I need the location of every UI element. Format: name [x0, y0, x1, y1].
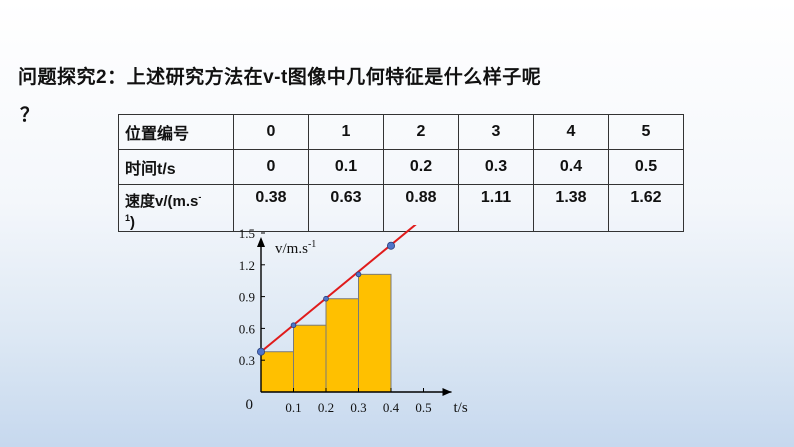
- table-cell: 0.4: [533, 149, 609, 185]
- y-tick-label: 0.3: [239, 353, 255, 368]
- table-cell: 1.11: [458, 184, 534, 232]
- data-point: [355, 271, 362, 278]
- y-axis-label-sup: -1: [308, 239, 316, 250]
- x-tick-label: 0.4: [383, 400, 400, 415]
- x-axis-arrow: [442, 388, 452, 396]
- y-axis-arrow: [257, 237, 265, 247]
- speed-header-main: 速度v/(m.s: [125, 193, 199, 210]
- speed-header-sup: -: [198, 192, 202, 202]
- table-cell: 0.1: [308, 149, 384, 185]
- time-header: 时间t/s: [118, 149, 234, 185]
- data-table: 位置编号 0 1 2 3 4 5 时间t/s 0 0.1 0.2 0.3 0.4…: [118, 114, 684, 232]
- speed-header-sub: 1: [125, 213, 131, 223]
- step-rect: [325, 298, 359, 393]
- speed-header: 速度v/(m.s- 1): [118, 184, 234, 232]
- y-tick-label: 1.2: [239, 258, 255, 273]
- y-tick-label: 1.5: [239, 226, 255, 241]
- table-cell: 1.38: [533, 184, 609, 232]
- x-tick-label: 0.1: [285, 400, 301, 415]
- x-tick-label: 0.2: [318, 400, 334, 415]
- step-rect: [358, 273, 392, 393]
- x-tick-label: 0.5: [415, 400, 431, 415]
- table-cell: 0.38: [233, 184, 309, 232]
- y-axis-label-main: v/m.s: [275, 241, 308, 257]
- question-mark: ？: [20, 105, 40, 126]
- question-text: 问题探究2：上述研究方法在v-t图像中几何特征是什么样子呢: [18, 67, 542, 88]
- table-row: 位置编号 0 1 2 3 4 5: [118, 114, 684, 150]
- table-cell: 2: [383, 114, 459, 150]
- table-cell: 1.62: [608, 184, 684, 232]
- table-cell: 3: [458, 114, 534, 150]
- table-cell: 0: [233, 149, 309, 185]
- table-row: 速度v/(m.s- 1) 0.38 0.63 0.88 1.11 1.38 1.6…: [118, 184, 684, 232]
- table-cell: 5: [608, 114, 684, 150]
- y-axis-label: v/m.s-1: [275, 239, 316, 257]
- data-point: [257, 347, 266, 356]
- x-tick-label: 0.3: [350, 400, 366, 415]
- position-header: 位置编号: [118, 114, 234, 150]
- table-row: 时间t/s 0 0.1 0.2 0.3 0.4 0.5: [118, 149, 684, 185]
- y-tick-label: 0.6: [239, 321, 256, 336]
- table-cell: 1: [308, 114, 384, 150]
- table-cell: 0.5: [608, 149, 684, 185]
- step-rect: [293, 324, 327, 393]
- table-cell: 0.88: [383, 184, 459, 232]
- data-point: [386, 241, 395, 250]
- table-cell: 0.2: [383, 149, 459, 185]
- vt-chart: 0.1 0.2 0.3 0.4 0.5 0.3 0.6 0.9 1.2 1.5 0 v/m.s-1 t/…: [239, 225, 468, 416]
- step-rect: [260, 351, 294, 393]
- data-point: [323, 295, 329, 302]
- y-tick-label: 0.9: [239, 290, 255, 305]
- x-axis-label: t/s: [454, 400, 468, 416]
- table-cell: 0: [233, 114, 309, 150]
- speed-header-close: ): [130, 214, 136, 231]
- table-cell: 0.3: [458, 149, 534, 185]
- origin-label: 0: [246, 397, 254, 413]
- data-point: [290, 322, 297, 329]
- table-cell: 4: [533, 114, 609, 150]
